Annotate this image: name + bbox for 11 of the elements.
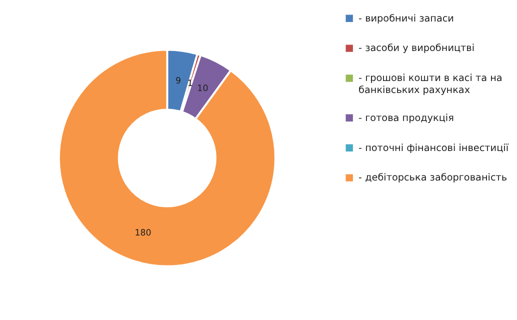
legend-label: - грошові кошти в касі та на банківських рахунках <box>358 73 502 96</box>
legend-label: - засоби у виробництві <box>358 43 475 54</box>
legend-label: - виробничі запаси <box>358 13 454 24</box>
data-label: 1 <box>187 79 193 90</box>
donut-slice <box>58 48 276 268</box>
legend-label: - поточні фінансові інвестиції <box>358 142 509 154</box>
legend-label: - готова продукція <box>358 112 454 124</box>
legend-label: - дебіторська заборгованість <box>358 172 508 184</box>
data-label: 10 <box>197 84 208 94</box>
data-label: 9 <box>175 76 181 86</box>
data-label: 180 <box>134 228 152 238</box>
